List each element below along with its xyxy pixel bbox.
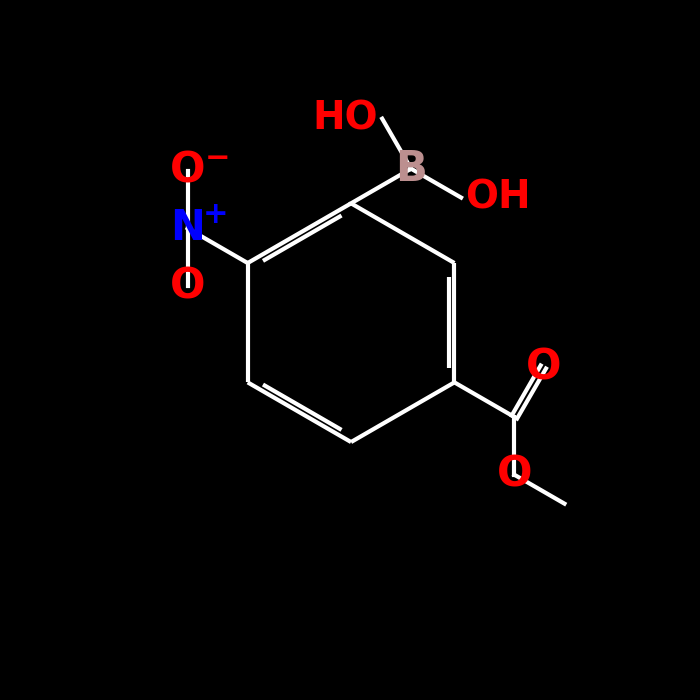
Text: HO: HO xyxy=(313,99,378,138)
Text: OH: OH xyxy=(465,178,531,216)
Text: O: O xyxy=(170,265,205,307)
Text: +: + xyxy=(203,200,229,229)
Text: B: B xyxy=(395,148,427,190)
Text: O: O xyxy=(170,150,205,192)
Text: −: − xyxy=(204,144,230,173)
Text: O: O xyxy=(526,346,561,388)
Text: N: N xyxy=(170,207,205,249)
Text: O: O xyxy=(497,454,532,496)
